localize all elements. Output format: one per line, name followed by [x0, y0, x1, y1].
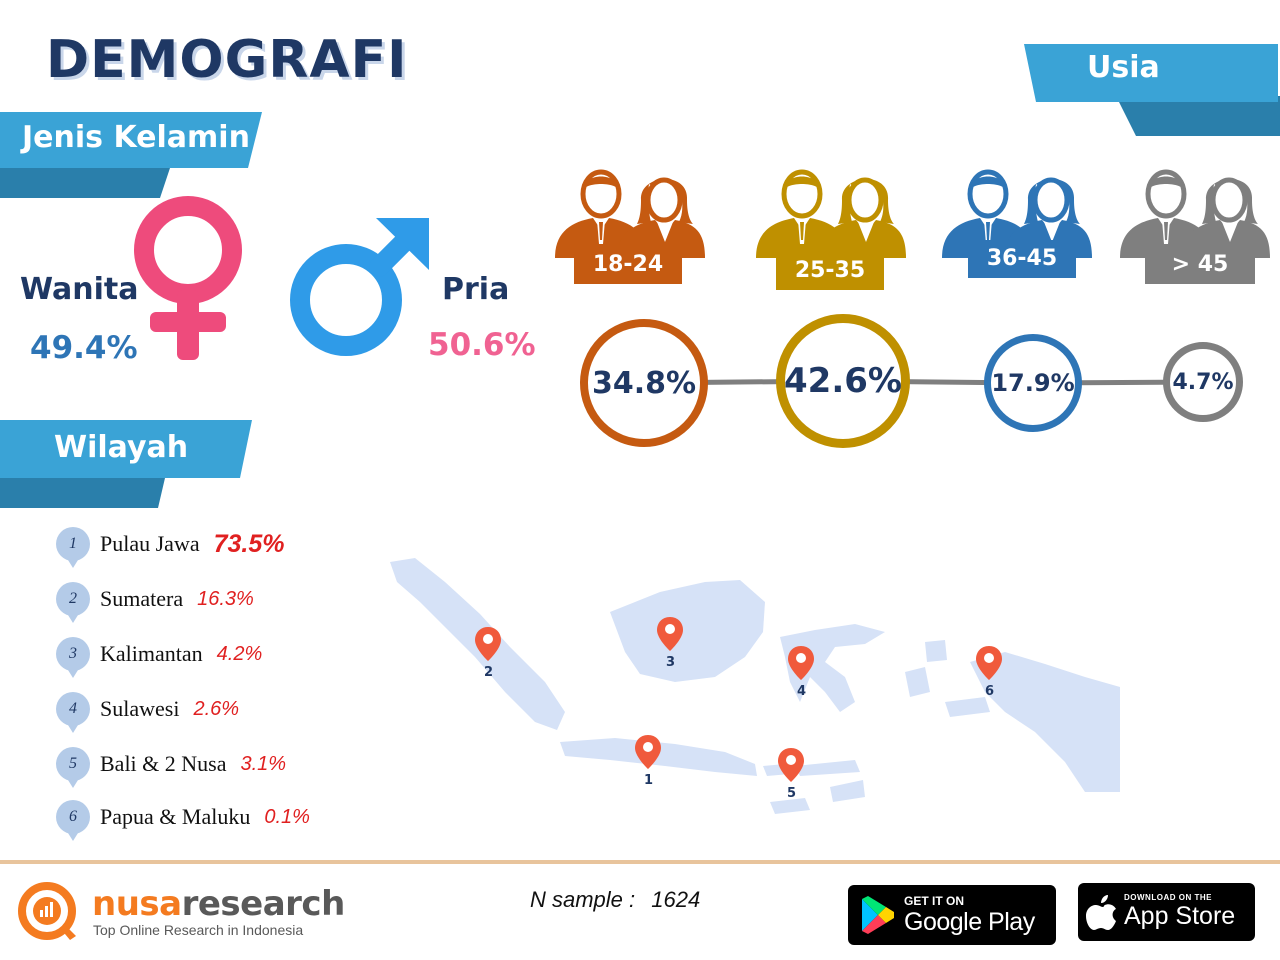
app-store-button[interactable]: DOWNLOAD ON THE App Store	[1078, 883, 1255, 941]
region-name: Kalimantan	[100, 641, 203, 666]
map-nusa	[795, 760, 860, 776]
region-item: 4 Sulawesi 2.6%	[56, 689, 310, 733]
male-symbol-icon	[290, 218, 429, 356]
female-pct: 49.4%	[30, 330, 138, 366]
map-pin-icon	[657, 617, 683, 651]
region-number: 1	[56, 527, 90, 568]
region-item: 2 Sumatera 16.3%	[56, 579, 310, 623]
region-pct: 3.1%	[240, 752, 287, 775]
region-number: 2	[56, 582, 90, 623]
region-number: 5	[56, 747, 90, 788]
map-pin-icon	[778, 748, 804, 782]
map-sumba	[830, 780, 865, 802]
google-play-icon	[862, 896, 894, 934]
region-list: 1 Pulau Jawa 73.5% 2 Sumatera 16.3% 3 Ka…	[56, 524, 310, 841]
google-play-big-text: Google Play	[904, 907, 1035, 936]
region-number: 6	[56, 800, 90, 841]
age-group-label: 18-24	[574, 246, 682, 284]
region-item: 5 Bali & 2 Nusa 3.1%	[56, 744, 310, 788]
region-pct: 0.1%	[264, 805, 310, 828]
brand-tagline: Top Online Research in Indonesia	[93, 922, 304, 938]
age-group-label: > 45	[1145, 246, 1255, 284]
brand-part1: nusa	[92, 884, 182, 924]
people-icon	[756, 169, 906, 258]
sample-size: N sample : 1624	[530, 887, 700, 913]
region-item: 1 Pulau Jawa 73.5%	[56, 524, 310, 568]
map-nusa-south	[770, 798, 810, 814]
region-name: Bali & 2 Nusa	[100, 751, 227, 776]
region-pct: 73.5%	[213, 529, 285, 558]
nusaresearch-logo-icon	[18, 882, 76, 940]
region-number: 3	[56, 637, 90, 678]
age-header-ribbon	[1024, 44, 1280, 136]
region-name: Papua & Maluku	[100, 804, 251, 829]
map-pin-label: 1	[644, 773, 654, 788]
age-group-pct: 42.6%	[776, 314, 910, 448]
map-java	[560, 738, 757, 776]
map-maluku-2	[945, 697, 990, 717]
region-name: Sulawesi	[100, 696, 180, 721]
brand-name: nusaresearch	[92, 884, 345, 924]
sample-value: 1624	[651, 887, 701, 912]
google-play-button[interactable]: GET IT ON Google Play	[848, 885, 1056, 945]
region-item: 6 Papua & Maluku 0.1%	[56, 797, 310, 841]
footer-divider	[0, 860, 1280, 864]
people-icon	[555, 169, 705, 258]
region-pct: 4.2%	[216, 642, 263, 665]
age-group-pct: 17.9%	[984, 334, 1082, 432]
female-symbol-icon	[134, 196, 242, 360]
app-store-small-text: DOWNLOAD ON THE	[1124, 893, 1212, 902]
map-pin-label: 3	[666, 655, 676, 670]
region-pct: 16.3%	[197, 587, 254, 610]
age-group-pct: 34.8%	[580, 319, 708, 447]
map-maluku-3	[925, 640, 947, 662]
gender-header: Jenis Kelamin	[22, 120, 250, 155]
region-header-ribbon	[0, 420, 252, 508]
map-pin-icon	[976, 646, 1002, 680]
brand-part2: research	[181, 884, 346, 924]
map-papua	[970, 652, 1120, 792]
region-name: Sumatera	[100, 586, 184, 611]
apple-icon	[1086, 895, 1116, 930]
male-label: Pria	[442, 272, 510, 307]
age-group-label: 36-45	[968, 240, 1076, 278]
age-group-pct: 4.7%	[1163, 342, 1243, 422]
female-label: Wanita	[20, 272, 139, 307]
map-maluku-1	[905, 667, 930, 697]
app-store-big-text: App Store	[1124, 902, 1236, 930]
map-pin-label: 4	[797, 684, 807, 699]
map-pin-icon	[635, 735, 661, 769]
map-pin-label: 2	[484, 665, 494, 680]
sample-label: N sample :	[530, 887, 636, 912]
map-sulawesi	[780, 624, 885, 712]
region-number: 4	[56, 692, 90, 733]
age-header: Usia	[1087, 50, 1160, 85]
map-pin-label: 6	[985, 684, 995, 699]
male-pct: 50.6%	[428, 327, 536, 363]
age-group-label: 25-35	[776, 252, 884, 290]
gender-header-ribbon	[0, 112, 262, 198]
page-title: DEMOGRAFI	[46, 30, 408, 90]
map-kalimantan	[610, 580, 765, 682]
region-item: 3 Kalimantan 4.2%	[56, 634, 310, 678]
region-pct: 2.6%	[193, 697, 240, 720]
region-name: Pulau Jawa	[100, 531, 200, 556]
people-icon	[1120, 169, 1270, 258]
region-header: Wilayah	[54, 430, 189, 465]
indonesia-map	[390, 558, 1120, 814]
map-pin-label: 5	[787, 786, 797, 801]
google-play-small-text: GET IT ON	[904, 893, 964, 908]
map-pin-icon	[788, 646, 814, 680]
map-pin-icon	[475, 627, 501, 661]
